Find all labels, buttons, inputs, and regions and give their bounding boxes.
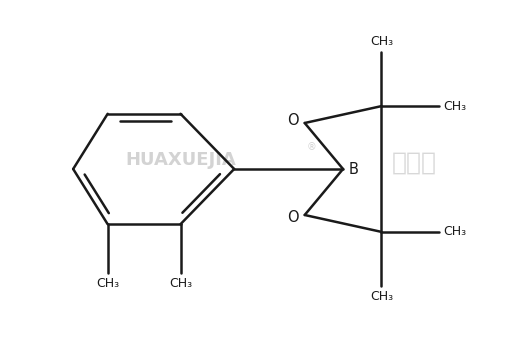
Text: CH₃: CH₃ bbox=[444, 225, 467, 238]
Text: CH₃: CH₃ bbox=[444, 100, 467, 113]
Text: CH₃: CH₃ bbox=[370, 35, 393, 48]
Text: O: O bbox=[287, 113, 299, 128]
Text: CH₃: CH₃ bbox=[370, 290, 393, 303]
Text: ®: ® bbox=[307, 143, 317, 152]
Text: 化学加: 化学加 bbox=[392, 151, 436, 175]
Text: O: O bbox=[287, 210, 299, 225]
Text: CH₃: CH₃ bbox=[96, 277, 119, 290]
Text: CH₃: CH₃ bbox=[169, 277, 192, 290]
Text: HUAXUEJIA: HUAXUEJIA bbox=[125, 151, 236, 169]
Text: B: B bbox=[348, 162, 358, 176]
